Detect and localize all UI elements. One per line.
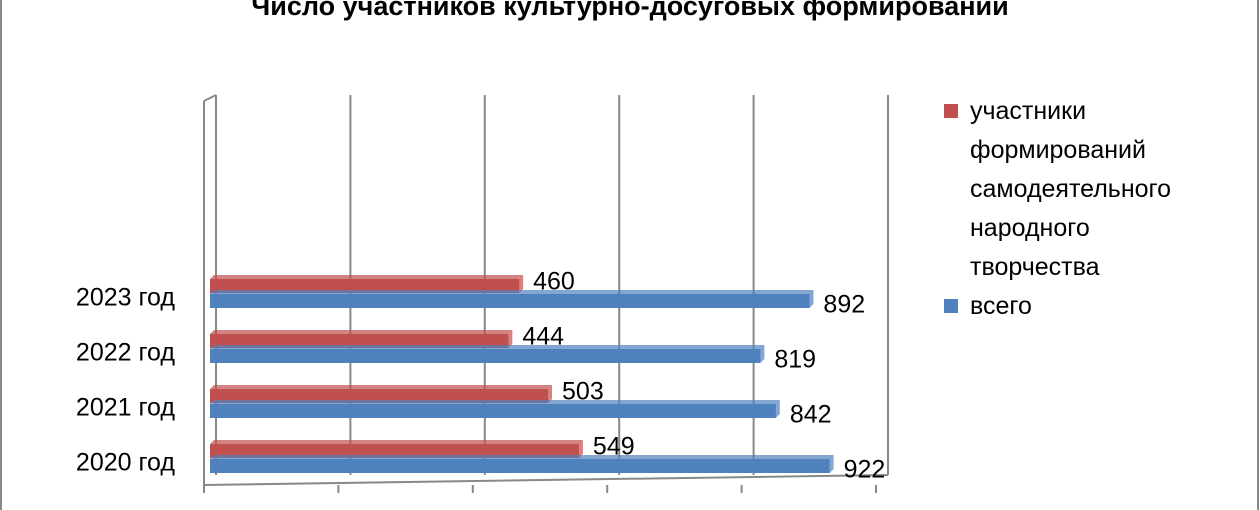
bar (210, 349, 761, 363)
value-label: 819 (774, 346, 816, 374)
axis-line (203, 94, 217, 102)
legend-label: участники формирований самодеятельного н… (970, 97, 1172, 281)
bar (210, 294, 810, 308)
y-tick-label: 2023 год (76, 284, 175, 312)
y-tick-label: 2021 год (76, 394, 175, 422)
bar (210, 389, 549, 403)
y-tick-label: 2020 год (76, 449, 175, 477)
value-label: 842 (790, 401, 832, 429)
legend-swatch (944, 299, 958, 313)
bar (210, 334, 509, 348)
value-label: 922 (844, 456, 886, 484)
legend-label: всего (970, 292, 1032, 320)
bar (210, 459, 830, 473)
legend-swatch (944, 104, 958, 118)
axis-line (203, 474, 889, 486)
bar (210, 444, 579, 458)
legend-item: всего (944, 287, 1244, 326)
legend-item: участники формирований самодеятельного н… (944, 92, 1244, 287)
legend: участники формирований самодеятельного н… (944, 92, 1244, 326)
value-label: 892 (823, 291, 865, 319)
y-tick-label: 2022 год (76, 339, 175, 367)
bar (210, 404, 776, 418)
chart-title: Число участников культурно-досуговых фор… (251, 0, 1008, 21)
bar (210, 279, 520, 293)
